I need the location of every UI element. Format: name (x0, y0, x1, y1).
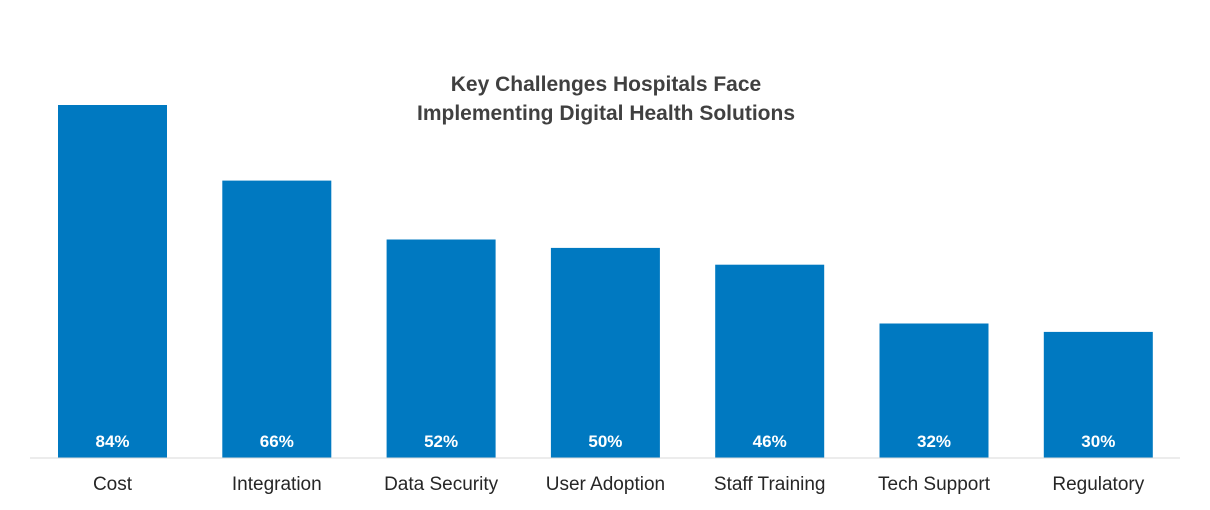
bar-integration (222, 180, 332, 458)
bar-value-label: 30% (1081, 432, 1115, 451)
category-label: Cost (93, 474, 133, 495)
category-label: Tech Support (878, 474, 991, 495)
bar-cost (58, 105, 167, 458)
category-labels: Cost Integration Data Security User Adoptio… (93, 474, 1145, 495)
category-label: User Adoption (546, 474, 665, 495)
bar-tech-support (879, 323, 989, 458)
bars (58, 105, 1153, 458)
bar-value-label: 46% (753, 432, 787, 451)
bar-value-label: 50% (588, 432, 622, 451)
category-label: Data Security (384, 474, 499, 495)
bar-value-label: 66% (260, 432, 294, 451)
bar-value-label: 52% (424, 432, 458, 451)
value-labels: 84% 66% 52% 50% 46% 32% 30% (95, 432, 1115, 451)
category-label: Integration (232, 474, 322, 495)
bar-user-adoption (550, 247, 660, 458)
bar-data-security (386, 239, 496, 458)
category-label: Regulatory (1052, 474, 1144, 495)
bar-value-label: 32% (917, 432, 951, 451)
bar-staff-training (715, 264, 825, 458)
bar-regulatory (1043, 331, 1153, 458)
bar-value-label: 84% (95, 432, 129, 451)
chart-title-line-1: Key Challenges Hospitals Face (451, 73, 761, 96)
chart-title-line-2: Implementing Digital Health Solutions (417, 102, 795, 125)
category-label: Staff Training (714, 474, 826, 495)
chart-title: Key Challenges Hospitals Face Implementi… (417, 73, 795, 125)
